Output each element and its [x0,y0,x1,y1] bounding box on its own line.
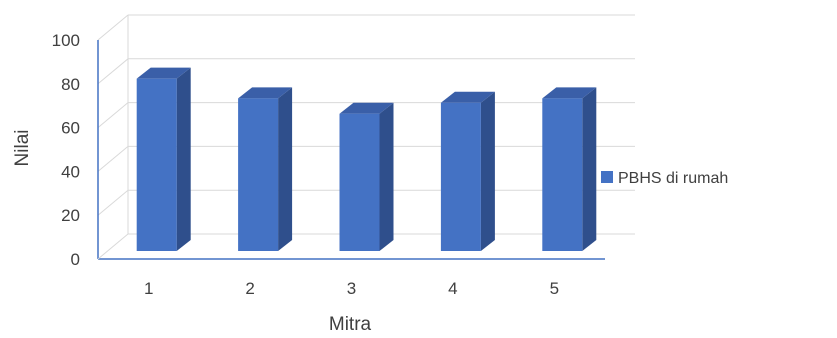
x-axis-title: Mitra [329,314,372,335]
floor-left-edge [97,233,129,260]
bar-top [542,87,597,99]
bar-top [238,87,293,99]
bar-side [278,87,293,252]
legend-swatch [601,171,613,183]
bar-top [440,91,495,103]
bar-side [582,87,597,252]
legend: PBHS di rumah [601,170,728,187]
y-tick-label: 100 [52,31,80,50]
bar-1 [136,67,191,251]
bar-front [136,78,177,251]
y-tick-label: 0 [71,250,80,269]
bars [136,67,597,252]
y-tick-label: 20 [61,206,80,225]
x-tick-label: 3 [347,279,356,298]
bar-3 [339,102,394,251]
gridline-diagonal [97,189,129,216]
x-tick-label: 4 [448,279,457,298]
gridline-diagonal [97,146,129,172]
bar-side [480,91,495,251]
bar-front [238,98,279,252]
y-tick-label: 40 [61,162,80,181]
bar-2 [238,87,293,252]
x-tick-labels: 1 2 3 4 5 [144,279,559,298]
bar-top [136,67,191,79]
gridline-diagonal [97,102,129,128]
bar-side [379,102,394,251]
y-tick-label: 60 [61,119,80,138]
y-tick-labels: 0 20 40 60 80 100 [52,31,80,269]
legend-entry: PBHS di rumah [618,170,728,187]
gridline-diagonal [97,58,129,85]
x-tick-label: 5 [550,279,559,298]
gridline-diagonal [97,14,129,41]
y-tick-label: 80 [61,75,80,94]
bar-side [176,67,191,251]
bar-front [542,98,583,252]
bar-front [339,113,380,251]
bar-top [339,102,394,114]
y-axis-title: Nilai [12,130,33,167]
axes [97,40,605,260]
bar-front [440,102,481,251]
x-tick-label: 1 [144,279,153,298]
bar-5 [542,87,597,252]
bar-4 [440,91,495,251]
x-tick-label: 2 [245,279,254,298]
